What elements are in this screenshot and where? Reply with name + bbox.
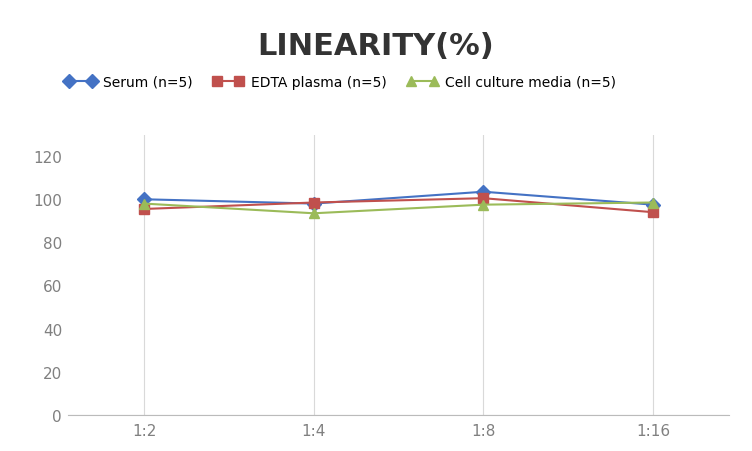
Line: Cell culture media (n=5): Cell culture media (n=5) [139,198,658,219]
Serum (n=5) [479,189,488,195]
EDTA plasma (n=5) [648,210,657,216]
Cell culture media (n=5) [479,202,488,208]
Text: LINEARITY(%): LINEARITY(%) [258,32,494,60]
Line: Serum (n=5): Serum (n=5) [139,188,658,210]
Cell culture media (n=5) [309,211,318,216]
Legend: Serum (n=5), EDTA plasma (n=5), Cell culture media (n=5): Serum (n=5), EDTA plasma (n=5), Cell cul… [59,70,621,95]
Line: EDTA plasma (n=5): EDTA plasma (n=5) [139,194,658,217]
EDTA plasma (n=5) [309,200,318,206]
Serum (n=5) [309,202,318,207]
Cell culture media (n=5) [648,200,657,206]
Serum (n=5) [648,202,657,208]
Serum (n=5) [140,197,149,202]
EDTA plasma (n=5) [479,196,488,202]
Cell culture media (n=5) [140,202,149,207]
EDTA plasma (n=5) [140,207,149,212]
